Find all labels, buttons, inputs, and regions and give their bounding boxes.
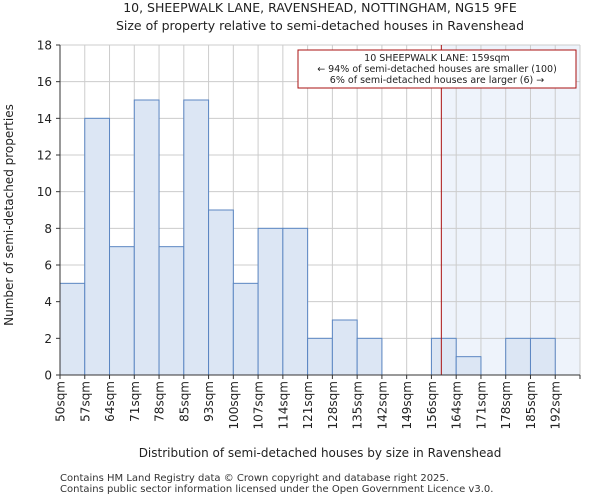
x-tick-label: 156sqm (425, 381, 439, 429)
annotation-line-1: 10 SHEEPWALK LANE: 159sqm (364, 53, 510, 64)
x-tick-label: 149sqm (400, 381, 414, 429)
chart-subtitle: Size of property relative to semi-detach… (116, 18, 524, 33)
bar (529, 337, 556, 376)
x-tick-label: 93sqm (202, 381, 216, 422)
y-tick-label: 2 (44, 332, 52, 346)
footer-line-2: Contains public sector information licen… (60, 484, 494, 495)
bar (282, 227, 309, 376)
footer-line-1: Contains HM Land Registry data © Crown c… (60, 473, 449, 484)
bar (257, 227, 284, 376)
x-tick-label: 64sqm (103, 381, 117, 422)
bar (133, 99, 160, 376)
bar (208, 209, 234, 376)
x-tick-label: 114sqm (276, 381, 290, 429)
chart-title: 10, SHEEPWALK LANE, RAVENSHEAD, NOTTINGH… (123, 0, 517, 15)
x-tick-label: 185sqm (524, 381, 538, 429)
y-tick-label: 18 (37, 39, 52, 53)
bar (59, 282, 86, 376)
x-tick-label: 50sqm (54, 381, 68, 422)
x-tick-label: 71sqm (128, 381, 142, 422)
x-tick-label: 78sqm (153, 381, 167, 422)
y-tick-label: 12 (37, 149, 52, 163)
bar (331, 319, 358, 376)
x-tick-label: 164sqm (450, 381, 464, 429)
x-tick-label: 57sqm (78, 381, 92, 422)
x-tick-label: 107sqm (252, 381, 266, 429)
x-tick-label: 142sqm (375, 381, 389, 429)
y-tick-label: 6 (44, 259, 52, 273)
y-tick-label: 8 (44, 222, 52, 236)
annotation-line-2: ← 94% of semi-detached houses are smalle… (317, 64, 557, 75)
x-tick-label: 128sqm (326, 381, 340, 429)
x-tick-label: 178sqm (499, 381, 513, 429)
x-axis-label: Distribution of semi-detached houses by … (139, 446, 502, 460)
y-tick-label: 0 (44, 369, 52, 383)
bar (356, 337, 383, 376)
bar (232, 282, 259, 376)
bar (307, 337, 333, 376)
bar (158, 246, 185, 376)
bar (455, 356, 482, 376)
x-tick-label: 121sqm (301, 381, 315, 429)
x-tick-label: 100sqm (227, 381, 241, 429)
x-tick-label: 85sqm (177, 381, 191, 422)
highlight-region (441, 45, 580, 375)
plot-area: 0 2 4 6 8 10 12 14 16 18 50sqm 57sqm 64sqm 71sqm 78sqm… (37, 39, 581, 429)
chart-svg: 10, SHEEPWALK LANE, RAVENSHEAD, NOTTINGH… (2, 0, 581, 460)
y-axis-label: Number of semi-detached properties (2, 104, 16, 326)
annotation-box (297, 49, 577, 89)
bar (505, 337, 531, 376)
y-tick-label: 14 (37, 112, 52, 126)
bar (430, 337, 457, 376)
y-tick-label: 4 (44, 295, 52, 309)
x-tick-label: 171sqm (474, 381, 488, 429)
x-tick-label: 135sqm (351, 381, 365, 429)
footer: Contains HM Land Registry data © Crown c… (60, 473, 493, 495)
y-tick-label: 10 (37, 185, 52, 199)
x-tick-label: 192sqm (549, 381, 563, 429)
y-tick-label: 16 (37, 75, 52, 89)
annotation-line-3: 6% of semi-detached houses are larger (6… (330, 75, 544, 86)
bar (109, 246, 135, 376)
bar (183, 99, 210, 376)
bar (84, 117, 111, 376)
